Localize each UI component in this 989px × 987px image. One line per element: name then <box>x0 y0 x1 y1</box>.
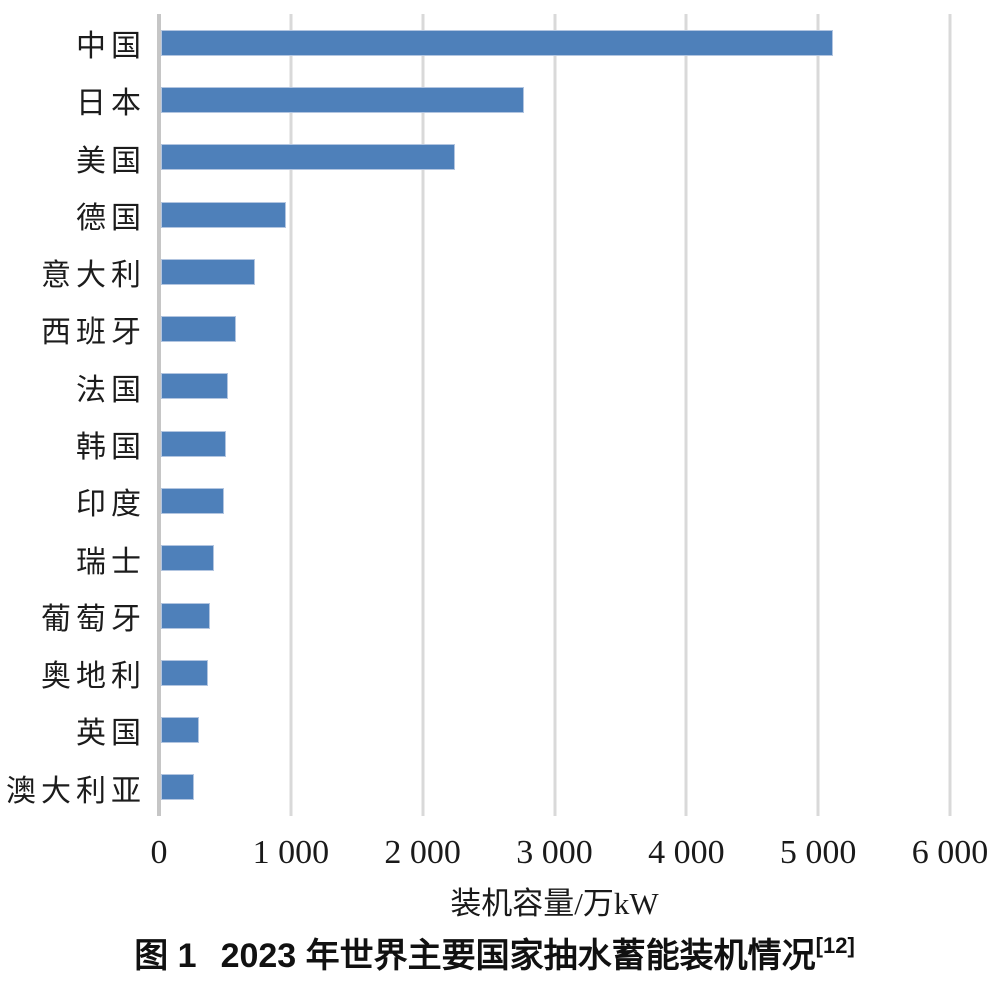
gridline <box>421 14 425 816</box>
x-tick-label-5000: 5 000 <box>779 834 857 871</box>
category-label-日本: 日本 <box>76 86 146 120</box>
x-axis-tick-labels: 0 1 000 2 000 3 000 4 000 5 000 6 000 <box>151 834 989 876</box>
category-label-中国: 中国 <box>76 29 146 63</box>
category-label-法国: 法国 <box>76 373 146 407</box>
category-label-奥地利: 奥地利 <box>41 659 146 693</box>
category-label-意大利: 意大利 <box>41 258 146 292</box>
x-tick-label-1000: 1 000 <box>252 834 330 871</box>
category-axis-labels: 中国 日本 美国 德国 意大利 西班牙 法国 韩国 印度 瑞士 葡萄牙 奥地利 英国 澳大利亚 <box>0 14 141 816</box>
gridline <box>289 14 293 816</box>
y-axis-line <box>157 14 161 816</box>
x-axis-title: 装机容量/万kW <box>450 886 659 921</box>
category-label-葡萄牙: 葡萄牙 <box>41 602 146 636</box>
category-label-印度: 印度 <box>76 487 146 521</box>
bar-德国 <box>161 202 287 228</box>
x-tick-label-6000: 6 000 <box>911 834 989 871</box>
figure-caption: 图 1 2023 年世界主要国家抽水蓄能装机情况[12] <box>0 928 989 977</box>
bar-中国 <box>161 30 834 56</box>
category-label-澳大利亚: 澳大利亚 <box>6 774 146 808</box>
x-tick-label-2000: 2 000 <box>384 834 461 871</box>
bar-韩国 <box>161 431 226 457</box>
category-label-西班牙: 西班牙 <box>41 315 146 349</box>
category-label-韩国: 韩国 <box>76 430 146 464</box>
caption-reference-superscript: [12] <box>815 932 855 958</box>
bar-日本 <box>161 87 524 113</box>
gridline <box>684 14 688 816</box>
category-label-瑞士: 瑞士 <box>76 545 146 579</box>
bar-葡萄牙 <box>161 603 210 629</box>
bar-西班牙 <box>161 316 237 342</box>
bar-澳大利亚 <box>161 774 194 800</box>
bar-英国 <box>161 717 200 743</box>
x-tick-label-0: 0 <box>150 834 168 871</box>
category-label-美国: 美国 <box>76 144 146 178</box>
plot-area <box>157 14 952 816</box>
bar-意大利 <box>161 259 256 285</box>
x-tick-label-3000: 3 000 <box>516 834 593 871</box>
gridline <box>816 14 820 816</box>
caption-figure-number: 图 1 <box>134 937 197 975</box>
caption-title: 2023 年世界主要国家抽水蓄能装机情况 <box>220 937 816 975</box>
bar-奥地利 <box>161 660 208 686</box>
gridline <box>948 14 952 816</box>
bar-印度 <box>161 488 225 514</box>
bar-美国 <box>161 144 455 170</box>
bar-法国 <box>161 373 229 399</box>
category-label-英国: 英国 <box>76 716 146 750</box>
bar-瑞士 <box>161 545 215 571</box>
x-tick-label-4000: 4 000 <box>648 834 725 871</box>
gridline <box>553 14 556 816</box>
category-label-德国: 德国 <box>76 201 146 235</box>
